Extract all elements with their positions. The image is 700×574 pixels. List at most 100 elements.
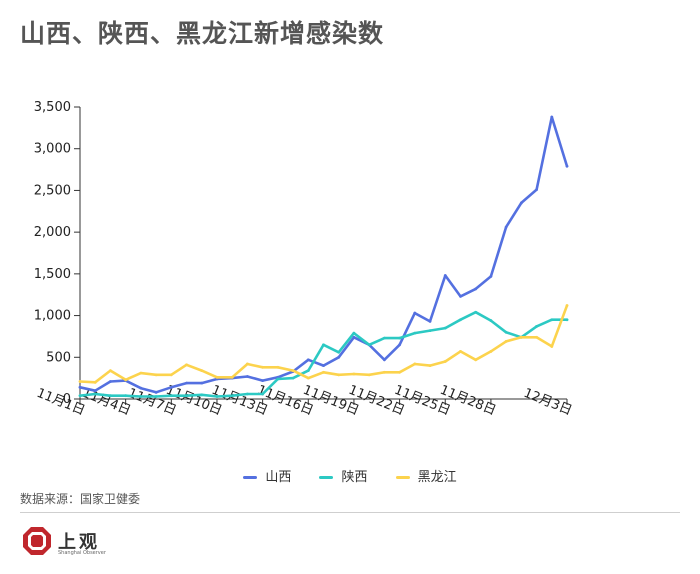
legend-swatch-shaanxi	[319, 476, 334, 479]
point-heilongjiang-4	[139, 371, 143, 375]
point-shanxi-2	[109, 380, 112, 383]
point-heilongjiang-7	[185, 363, 188, 367]
point-shanxi-11	[246, 375, 249, 378]
point-shaanxi-17	[337, 350, 341, 354]
point-shaanxi-13	[276, 377, 280, 381]
point-shanxi-6	[169, 385, 173, 389]
point-shaanxi-18	[352, 331, 356, 335]
point-heilongjiang-23	[428, 364, 432, 368]
point-shanxi-4	[139, 386, 143, 390]
point-shanxi-21	[398, 343, 401, 347]
y-tick-label-3: 1,500	[34, 267, 71, 282]
logo-mark-icon	[23, 527, 51, 555]
point-shaanxi-4	[139, 395, 143, 398]
y-tick-label-0: 0	[63, 392, 71, 407]
point-heilongjiang-1	[93, 380, 97, 384]
point-shanxi-7	[185, 381, 188, 385]
point-shanxi-16	[322, 364, 325, 368]
point-shaanxi-10	[230, 394, 234, 398]
point-shanxi-30	[535, 188, 538, 191]
point-shanxi-24	[443, 274, 447, 277]
data-source-note: 数据来源：国家卫健委	[20, 492, 141, 506]
point-heilongjiang-0	[78, 380, 82, 383]
x-tick-label-1: 11月4日	[80, 386, 133, 419]
point-heilongjiang-5	[154, 373, 158, 377]
y-tick-label-5: 2,500	[34, 183, 71, 198]
point-shanxi-20	[382, 358, 386, 362]
point-shaanxi-1	[93, 392, 97, 396]
point-shaanxi-25	[459, 318, 462, 322]
series-line-shaanxi	[78, 310, 569, 398]
point-heilongjiang-6	[169, 373, 173, 377]
point-shaanxi-7	[185, 394, 188, 398]
point-shaanxi-15	[306, 369, 310, 373]
point-heilongjiang-18	[352, 372, 356, 376]
point-shanxi-12	[261, 379, 265, 383]
point-heilongjiang-24	[443, 360, 447, 363]
point-shaanxi-26	[474, 310, 478, 314]
point-heilongjiang-28	[504, 340, 508, 343]
x-tick-label-0: 11月1日	[34, 386, 87, 419]
point-heilongjiang-29	[519, 335, 523, 339]
point-heilongjiang-13	[276, 365, 280, 369]
point-shanxi-22	[413, 311, 417, 315]
legend-item-shanxi[interactable]: 山西	[243, 466, 291, 485]
point-shanxi-31	[550, 115, 554, 119]
point-heilongjiang-2	[109, 369, 112, 373]
y-tick-label-1: 500	[46, 350, 71, 365]
point-heilongjiang-21	[398, 370, 401, 374]
legend-label-shaanxi: 陕西	[341, 470, 368, 485]
y-tick-label-7: 3,500	[34, 100, 71, 115]
point-heilongjiang-27	[489, 350, 493, 353]
point-heilongjiang-19	[367, 373, 371, 377]
point-heilongjiang-3	[124, 378, 128, 382]
point-heilongjiang-17	[337, 373, 341, 377]
point-shaanxi-19	[367, 343, 371, 347]
legend-label-shanxi: 山西	[265, 470, 292, 485]
point-heilongjiang-12	[261, 365, 265, 369]
y-tick-label-2: 1,000	[34, 309, 71, 324]
brand-logo[interactable]: 上观 Shanghai Observer	[22, 526, 142, 566]
point-heilongjiang-25	[459, 350, 462, 353]
point-shanxi-28	[504, 225, 508, 229]
point-shanxi-26	[474, 287, 478, 291]
legend-swatch-heilongjiang	[395, 476, 410, 479]
line-chart: 05001,0001,5002,0002,5003,0003,50011月1日1…	[34, 100, 574, 419]
point-shaanxi-16	[322, 343, 325, 347]
point-shanxi-27	[489, 274, 493, 278]
point-shaanxi-32	[565, 318, 569, 322]
point-heilongjiang-32	[565, 304, 569, 307]
footer-divider	[20, 512, 680, 513]
point-shaanxi-24	[443, 326, 447, 330]
point-shaanxi-22	[413, 331, 417, 335]
point-heilongjiang-14	[291, 369, 295, 373]
legend-item-shaanxi[interactable]: 陕西	[319, 466, 368, 485]
logo-text: 上观	[58, 532, 100, 553]
x-tick-label-10: 12月3日	[521, 386, 574, 419]
point-shanxi-0	[78, 385, 82, 389]
point-heilongjiang-15	[306, 376, 310, 380]
point-shanxi-23	[428, 320, 432, 323]
point-shaanxi-30	[535, 325, 538, 328]
point-shaanxi-3	[124, 394, 128, 398]
chart-title: 山西、陕西、黑龙江新增感染数	[20, 19, 385, 48]
point-heilongjiang-20	[382, 370, 386, 374]
point-shanxi-5	[154, 390, 158, 394]
point-heilongjiang-22	[413, 362, 417, 366]
point-shaanxi-14	[291, 376, 295, 380]
point-heilongjiang-8	[200, 369, 204, 373]
point-heilongjiang-10	[230, 375, 234, 379]
y-tick-label-6: 3,000	[34, 142, 71, 157]
point-shanxi-18	[352, 335, 356, 339]
legend-item-heilongjiang[interactable]: 黑龙江	[395, 466, 457, 485]
point-shaanxi-20	[382, 336, 386, 340]
point-shaanxi-11	[246, 392, 249, 396]
point-shanxi-17	[337, 355, 341, 359]
legend-swatch-shanxi	[243, 476, 258, 479]
y-tick-label-4: 2,000	[34, 225, 71, 240]
chart-legend: 山西 陕西 黑龙江	[0, 466, 700, 485]
point-heilongjiang-11	[246, 362, 249, 366]
point-heilongjiang-9	[215, 375, 219, 379]
point-shaanxi-5	[154, 395, 158, 398]
point-shaanxi-0	[78, 394, 82, 398]
